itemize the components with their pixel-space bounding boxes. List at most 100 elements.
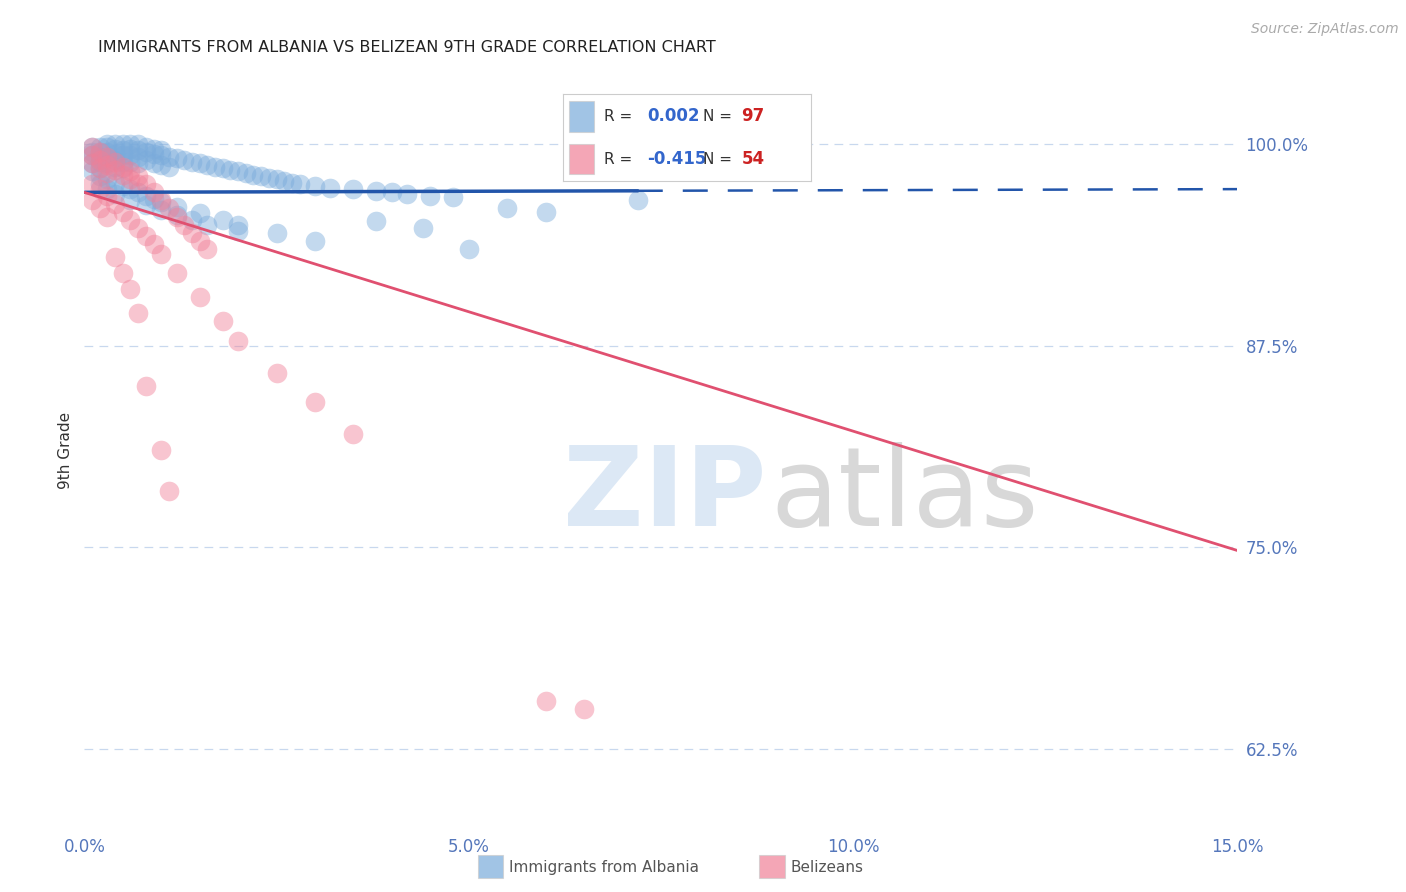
Point [366,214,388,228]
Point [127,220,149,235]
Point [226,218,249,232]
Point [150,158,173,172]
Point [89,150,111,164]
Point [89,161,111,176]
Point [534,693,557,707]
Point [150,443,173,458]
Point [104,154,127,169]
Point [80,140,103,154]
Point [80,156,103,170]
Point [80,148,103,162]
Point [157,202,180,216]
Point [166,200,188,214]
Point [127,186,149,200]
Point [235,166,257,180]
Text: IMMIGRANTS FROM ALBANIA VS BELIZEAN 9TH GRADE CORRELATION CHART: IMMIGRANTS FROM ALBANIA VS BELIZEAN 9TH … [98,40,716,55]
Point [188,234,211,248]
Point [120,182,142,196]
Point [111,266,134,280]
Point [204,160,226,174]
Point [135,228,157,243]
Point [135,140,157,154]
Point [304,234,326,248]
Point [96,145,118,159]
Point [89,182,111,196]
Point [89,154,111,169]
Point [104,176,127,190]
Point [96,140,118,154]
Point [89,153,111,167]
Point [150,246,173,260]
Point [288,178,311,192]
Point [120,154,142,169]
Point [226,164,249,178]
Point [173,218,195,232]
Point [96,166,118,180]
Point [89,161,111,176]
Point [135,198,157,212]
Point [242,168,264,182]
Point [89,202,111,216]
Point [142,156,165,170]
Point [120,282,142,296]
Point [111,144,134,158]
Point [188,290,211,304]
Point [281,176,304,190]
Point [226,224,249,238]
Point [120,212,142,227]
Point [89,140,111,154]
Point [120,172,142,186]
Point [181,212,204,227]
Point [142,142,165,156]
Point [381,186,404,200]
Point [120,136,142,151]
Point [120,142,142,156]
Point [150,194,173,208]
Point [150,144,173,158]
Point [627,194,650,208]
Point [366,184,388,198]
Point [150,194,173,209]
Point [219,162,242,177]
Text: Immigrants from Albania: Immigrants from Albania [509,860,699,874]
Point [304,395,326,409]
Point [226,334,249,348]
Point [104,146,127,161]
Point [396,186,419,201]
Point [195,218,218,232]
Point [211,161,233,176]
Point [104,136,127,151]
Point [250,169,273,184]
Point [96,152,118,166]
Point [96,188,118,202]
Point [80,148,103,162]
Point [111,148,134,162]
Point [173,153,195,167]
Point [120,148,142,162]
Point [120,164,142,178]
Point [111,161,134,176]
Point [166,208,188,222]
Point [166,152,188,166]
Point [127,169,149,184]
Point [111,160,134,174]
Point [166,266,188,280]
Point [96,182,118,196]
Text: Source: ZipAtlas.com: Source: ZipAtlas.com [1251,22,1399,37]
Point [266,172,288,186]
Text: Belizeans: Belizeans [790,860,863,874]
Point [150,148,173,162]
Point [135,188,157,202]
Point [89,145,111,159]
Point [441,190,464,204]
Point [111,204,134,219]
Point [342,427,364,442]
Point [111,168,134,182]
Point [80,164,103,178]
Point [157,150,180,164]
Point [142,186,165,200]
Point [572,701,595,715]
Point [142,237,165,252]
Point [257,170,280,185]
Point [135,379,157,393]
